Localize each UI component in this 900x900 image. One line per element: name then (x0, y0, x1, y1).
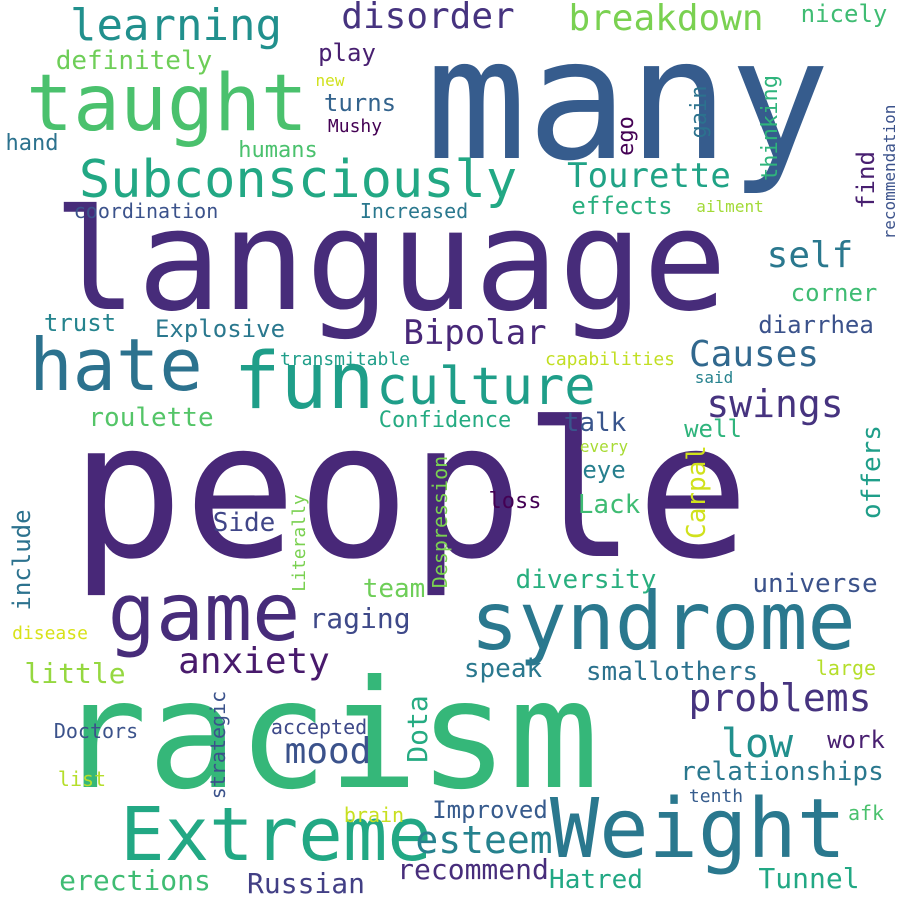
word-universe: universe (752, 569, 878, 599)
word-disorder: disorder (341, 0, 515, 37)
word-bipolar: Bipolar (403, 313, 547, 353)
word-play: play (318, 39, 376, 67)
word-lack: Lack (577, 490, 641, 520)
word-corner: corner (790, 279, 878, 307)
word-people: people (70, 382, 750, 601)
word-mood: mood (284, 731, 372, 772)
word-thinking: thinking (758, 75, 783, 181)
word-coordination: coordination (73, 199, 219, 223)
word-literally: Literally (289, 494, 310, 592)
word-disease: disease (12, 623, 88, 644)
word-game: game (107, 566, 301, 659)
word-anxiety: anxiety (178, 641, 330, 682)
word-esteem: esteem (415, 818, 553, 862)
word-transmitable: transmitable (279, 349, 411, 370)
word-effects: effects (571, 192, 673, 220)
word-offers: offers (857, 425, 887, 519)
word-syndrome: syndrome (470, 575, 856, 668)
word-subconsciously: Subconsciously (78, 150, 518, 210)
word-new: new (315, 71, 345, 90)
word-find: find (852, 151, 880, 209)
word-many: many (425, 2, 831, 198)
word-recommendation: recommendation (880, 104, 899, 240)
word-speak: speak (463, 654, 543, 684)
word-recommend: recommend (397, 853, 549, 886)
word-ailment: ailment (696, 197, 764, 216)
word-eye: eye (582, 456, 626, 484)
word-swings: swings (706, 382, 844, 426)
word-large: large (815, 656, 877, 680)
word-explosive: Explosive (154, 315, 286, 343)
word-mushy: Mushy (327, 116, 383, 137)
word-despression: Despression (428, 455, 452, 589)
word-brain: brain (343, 803, 405, 827)
word-raging: raging (309, 602, 411, 635)
word-hatred: Hatred (549, 865, 643, 895)
word-little: little (24, 657, 126, 690)
word-improved: Improved (432, 796, 548, 824)
word-dota: Dota (401, 695, 434, 763)
word-racism: racism (57, 649, 599, 823)
word-confidence: Confidence (378, 408, 512, 433)
word-every: every (579, 437, 629, 456)
word-strategic: strategic (206, 690, 230, 800)
word-learning: learning (70, 0, 282, 51)
word-humans: humans (238, 138, 318, 163)
word-diarrhea: diarrhea (758, 311, 874, 339)
word-hand: hand (5, 131, 59, 156)
word-afk: afk (847, 801, 885, 825)
word-tunnel: Tunnel (758, 862, 860, 895)
word-roulette: roulette (88, 403, 214, 433)
word-work: work (827, 726, 885, 754)
word-erections: erections (59, 864, 211, 897)
word-hate: hate (29, 323, 203, 407)
word-tenth: tenth (688, 786, 744, 807)
word-fun: fun (233, 337, 375, 427)
word-nicely: nicely (800, 0, 888, 28)
word-low: low (720, 721, 794, 767)
word-said: said (694, 368, 734, 387)
word-accepted: accepted (270, 715, 368, 739)
word-definitely: definitely (55, 46, 213, 76)
word-list: list (57, 767, 107, 791)
word-increased: Increased (359, 199, 469, 223)
word-breakdown: breakdown (568, 0, 764, 39)
word-doctors: Doctors (53, 719, 139, 743)
word-diversity: diversity (515, 565, 657, 595)
word-team: team (362, 574, 426, 604)
word-loss: loss (488, 489, 542, 514)
word-carpal: Carpal (682, 445, 712, 539)
word-well: well (684, 415, 742, 443)
word-extreme: Extreme (120, 792, 432, 878)
word-turns: turns (323, 89, 397, 117)
word-problems: problems (688, 676, 872, 720)
word-weight: Weight (549, 782, 847, 877)
word-trust: trust (43, 309, 117, 337)
word-language: language (52, 180, 728, 343)
word-gain: gain (687, 85, 712, 139)
word-smallothers: smallothers (585, 657, 759, 687)
word-side: Side (212, 508, 276, 538)
word-include: include (8, 509, 36, 611)
word-talk: talk (563, 408, 627, 438)
word-tourette: Tourette (567, 156, 731, 196)
word-russian: Russian (246, 867, 366, 900)
word-ego: ego (614, 116, 639, 156)
word-causes: Causes (688, 334, 820, 375)
word-capabilities: capabilities (544, 349, 676, 370)
word-relationships: relationships (680, 757, 884, 787)
word-taught: taught (26, 59, 308, 149)
word-culture: culture (376, 357, 596, 417)
word-self: self (766, 235, 854, 276)
